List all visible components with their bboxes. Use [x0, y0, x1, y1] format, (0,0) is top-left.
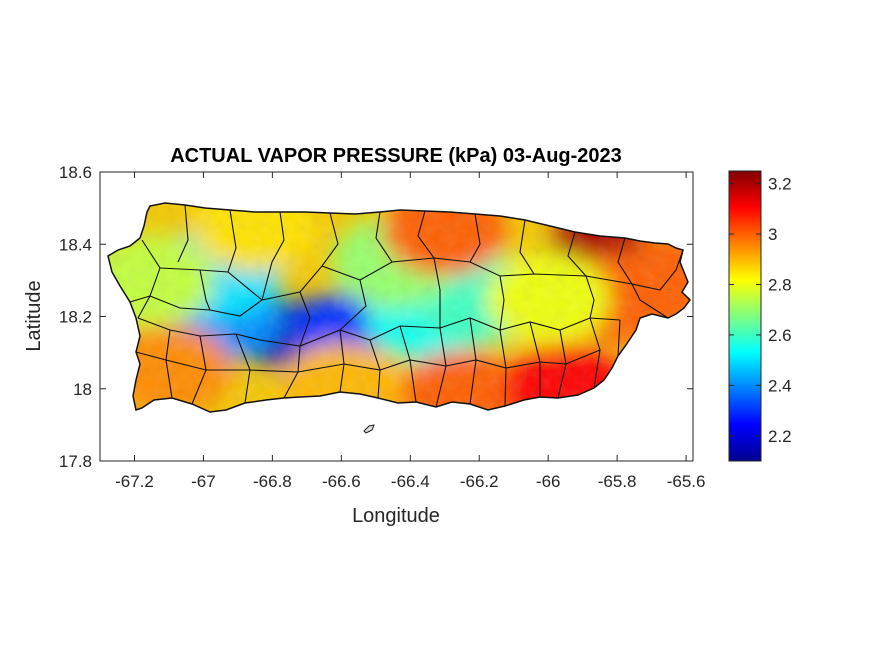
municipality-boundary: [129, 295, 151, 303]
x-tick-label: -65.8: [598, 472, 637, 491]
colorbar-ticks: 2.2 2.4 2.6 2.8 3 3.2: [729, 175, 792, 446]
municipality-boundary: [519, 219, 535, 275]
colorbar-tick-label: 3.2: [768, 175, 792, 194]
municipality-boundary: [177, 204, 189, 263]
municipality-boundary: [433, 257, 441, 328]
y-tick-label: 18.4: [59, 235, 92, 254]
x-tick-label: -66.8: [253, 472, 292, 491]
municipality-boundary: [469, 213, 481, 263]
municipality-boundary: [339, 279, 367, 331]
y-axis: 17.8 18 18.2 18.4 18.6: [59, 163, 693, 471]
municipality-boundary: [259, 317, 621, 347]
municipality-boundary: [631, 283, 669, 319]
colorbar: [728, 170, 762, 462]
municipality-boundary: [159, 267, 263, 301]
vapor-pressure-field: [108, 203, 690, 412]
y-tick-label: 18.2: [59, 308, 92, 327]
colorbar-tick-label: 2.4: [768, 376, 792, 395]
caja-de-muertos-island: [363, 424, 375, 434]
x-tick-label: -65.6: [667, 472, 706, 491]
colorbar-tick-label: 2.8: [768, 275, 792, 294]
municipality-boundary: [585, 275, 595, 319]
chart-title: ACTUAL VAPOR PRESSURE (kPa) 03-Aug-2023: [170, 145, 622, 167]
municipality-boundary: [137, 239, 161, 319]
x-tick-label: -66.4: [391, 472, 430, 491]
y-axis-label: Latitude: [23, 280, 45, 351]
colorbar-tick-label: 2.6: [768, 326, 792, 345]
y-tick-label: 18.6: [59, 163, 92, 182]
x-tick-label: -67.2: [115, 472, 154, 491]
municipality-boundary: [299, 291, 311, 347]
colorbar-tick-label: 3: [768, 225, 777, 244]
municipality-boundary: [617, 319, 621, 357]
municipality-boundary: [199, 269, 211, 311]
municipality-boundary: [617, 237, 633, 285]
municipality-boundary: [375, 211, 393, 263]
municipality-boundary: [321, 212, 339, 267]
x-tick-label: -66.2: [460, 472, 499, 491]
municipality-boundary: [567, 231, 587, 277]
x-tick-label: -67: [191, 472, 216, 491]
municipality-boundary: [261, 257, 661, 301]
municipality-boundary: [227, 209, 237, 273]
y-tick-label: 18: [73, 380, 92, 399]
municipality-boundary: [261, 211, 285, 301]
x-tick-label: -66: [536, 472, 561, 491]
colorbar-tick-label: 2.2: [768, 427, 792, 446]
x-axis-label: Longitude: [352, 505, 440, 527]
x-tick-label: -66.6: [322, 472, 361, 491]
island-coastline: [107, 202, 691, 413]
y-tick-label: 17.8: [59, 452, 92, 471]
municipality-boundary: [135, 349, 601, 373]
municipality-boundaries: [129, 204, 684, 408]
municipality-boundary: [417, 210, 435, 259]
municipality-boundary: [499, 275, 505, 331]
x-axis: -67.2 -67 -66.8 -66.6 -66.4 -66.2 -66 -65.8 -65.…: [115, 172, 705, 491]
